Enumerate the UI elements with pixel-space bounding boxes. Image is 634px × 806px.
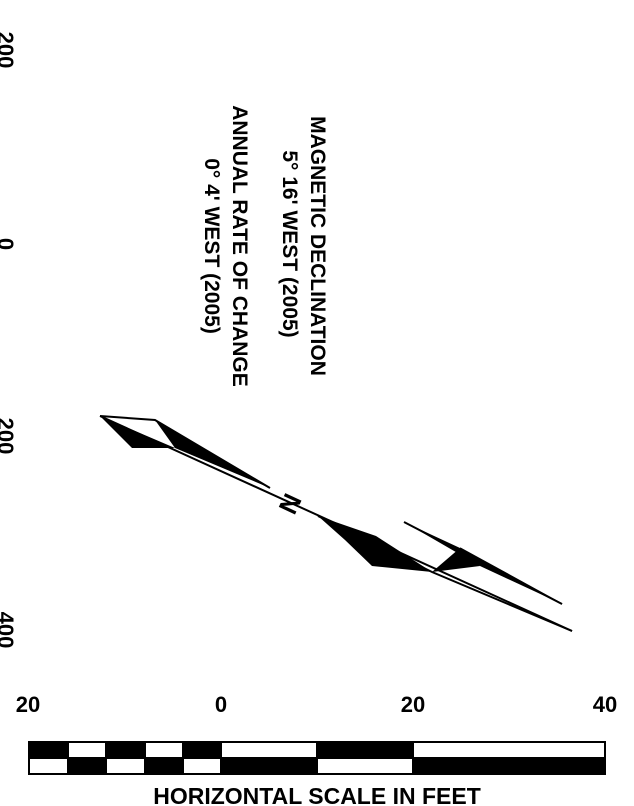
scale-tick-label: 20 [16, 692, 40, 717]
rate-value: 0° 4' WEST (2005) [200, 158, 223, 334]
declination-note: MAGNETIC DECLINATION 5° 16' WEST (2005) … [200, 105, 329, 387]
north-arrow-icon: N [99, 415, 573, 632]
edge-labels: 200 0 200 400 [0, 32, 18, 649]
scale-caption: HORIZONTAL SCALE IN FEET [153, 783, 481, 806]
edge-label: 400 [0, 612, 18, 649]
north-label: N [273, 489, 308, 519]
scale-tick-label: 20 [401, 692, 425, 717]
scale-bar: 20 0 20 40 HORIZONTAL SCALE IN [16, 692, 617, 806]
edge-label: 200 [0, 418, 18, 455]
edge-label: 200 [0, 32, 18, 69]
scale-bar-checker [29, 742, 221, 774]
rate-title: ANNUAL RATE OF CHANGE [228, 105, 251, 387]
north-arrow-head [100, 416, 175, 448]
declination-value: 5° 16' WEST (2005) [278, 150, 301, 337]
north-arrow-feather [432, 548, 480, 572]
declination-title: MAGNETIC DECLINATION [306, 116, 329, 376]
scale-tick-label: 0 [215, 692, 227, 717]
scale-tick-label: 40 [593, 692, 617, 717]
edge-label: 0 [0, 238, 18, 250]
scale-bar-blocks [220, 742, 605, 774]
